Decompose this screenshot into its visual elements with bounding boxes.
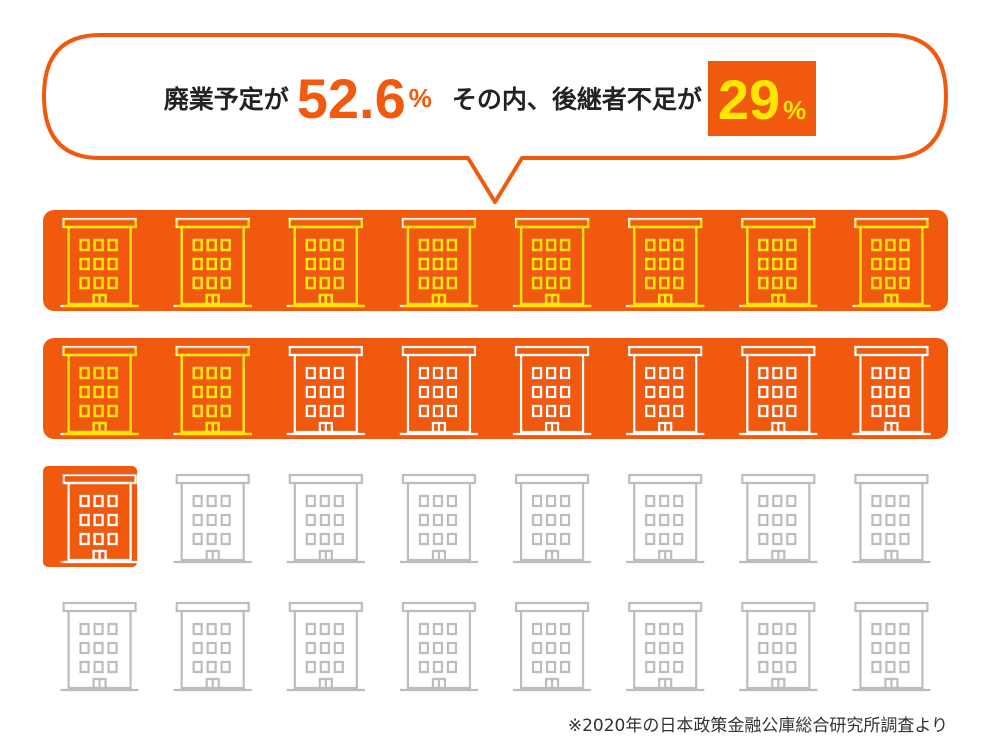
- building-icon: [852, 217, 931, 308]
- building-icon: [399, 345, 479, 436]
- closure-fill-bar: [43, 338, 948, 439]
- building-icon: [173, 345, 252, 436]
- source-note: ※2020年の日本政策金融公庫総合研究所調査より: [567, 716, 948, 736]
- building-icon: [399, 473, 479, 564]
- headline: 廃業予定が 52.6 % その内、後継者不足が 29 %: [55, 60, 925, 136]
- building-icon: [739, 473, 818, 564]
- closure-percent-unit: %: [408, 82, 432, 113]
- building-icon: [852, 345, 931, 436]
- building-icon: [626, 217, 705, 308]
- building-icon: [286, 217, 365, 308]
- building-icon: [286, 345, 365, 436]
- building-icon: [626, 473, 705, 564]
- successor-percent-unit: %: [783, 94, 807, 125]
- building-icon: [399, 217, 479, 308]
- building-icon: [60, 601, 139, 692]
- building-icon: [512, 473, 592, 564]
- building-icon: [173, 217, 252, 308]
- building-icon: [60, 217, 139, 308]
- building-icon: [739, 345, 818, 436]
- closure-fill-bar: [43, 210, 948, 311]
- building-icon: [739, 217, 818, 308]
- headline-label-successor: その内、後継者不足が: [451, 85, 702, 114]
- building-icon: [399, 601, 479, 692]
- building-icon: [739, 601, 818, 692]
- building-icon: [60, 473, 139, 564]
- building-icon: [286, 473, 365, 564]
- closure-fill-bar: [43, 466, 138, 567]
- building-icon: [512, 601, 592, 692]
- building-icon: [852, 473, 931, 564]
- building-icon: [173, 601, 252, 692]
- building-icon: [626, 601, 705, 692]
- building-icon: [286, 601, 365, 692]
- building-icon: [512, 217, 592, 308]
- successor-percent-value: 29: [717, 67, 781, 131]
- building-icon: [852, 601, 931, 692]
- closure-percent-value: 52.6: [296, 66, 406, 130]
- successor-highlight-box: 29 %: [707, 60, 817, 136]
- headline-label-closure: 廃業予定が: [163, 85, 289, 114]
- building-icon: [626, 345, 705, 436]
- building-icon: [512, 345, 592, 436]
- building-icon: [173, 473, 252, 564]
- building-icon: [60, 345, 139, 436]
